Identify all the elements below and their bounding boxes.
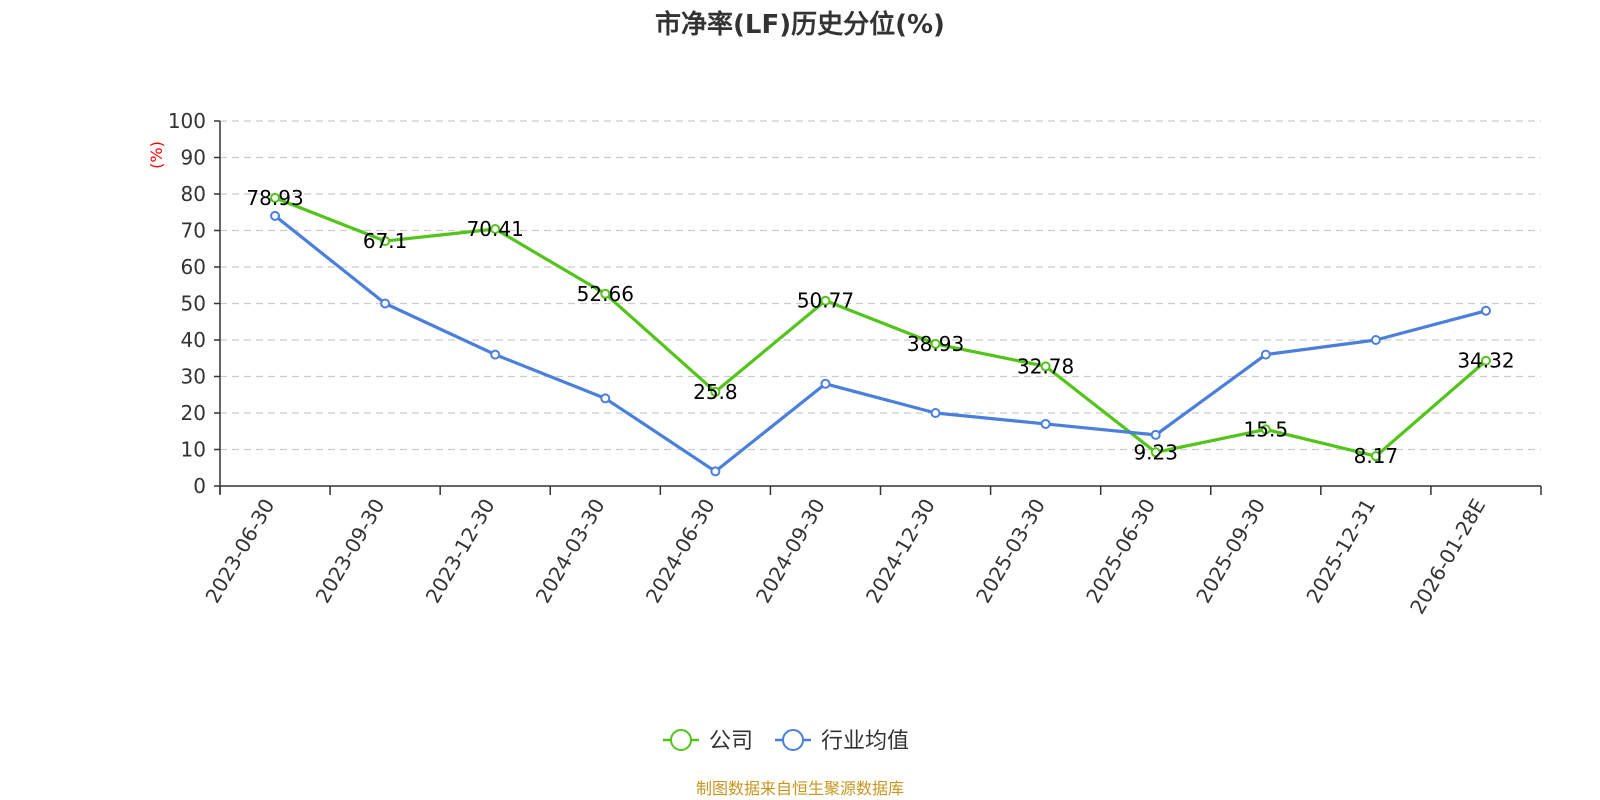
axes: 0 10 20 30 40 50 60 70 80 90 100 2023-06-30 2023-09-… [168, 109, 1542, 619]
data-point [1150, 429, 1161, 440]
y-tick-label: 40 [181, 328, 206, 352]
x-tick-label: 2026-01-28E [1405, 495, 1490, 619]
data-point [1150, 447, 1161, 458]
y-tick-label: 100 [168, 109, 206, 133]
x-tick-label: 2024-03-30 [531, 495, 610, 608]
data-point [1370, 335, 1381, 345]
x-tick-label: 2024-09-30 [751, 495, 830, 608]
y-tick-label: 60 [181, 255, 206, 279]
data-point [930, 408, 941, 418]
x-tick-label: 2024-12-30 [861, 495, 940, 608]
y-tick-label: 0 [193, 474, 206, 498]
grid-lines [220, 120, 1541, 451]
legend-label-0: 公司 [709, 729, 753, 754]
chart-title: 市净率(LF)历史分位(%) [655, 9, 945, 40]
y-axis-unit-label: (%) [147, 141, 166, 169]
data-label: 15.5 [1244, 417, 1289, 441]
data-point [710, 386, 721, 397]
legend-label-1: 行业均值 [821, 729, 909, 754]
x-tick-label: 2023-06-30 [200, 495, 279, 608]
data-label: 34.32 [1457, 349, 1514, 373]
data-point [820, 378, 831, 389]
data-point [380, 298, 391, 309]
legend-marker-1 [782, 729, 805, 751]
x-tick-label: 2025-12-31 [1301, 495, 1380, 608]
legend-marker-0 [670, 729, 692, 751]
data-point [270, 192, 281, 203]
data-label: 38.93 [907, 332, 964, 356]
data-point [270, 210, 281, 221]
series-line-1 [274, 214, 1487, 473]
data-point [490, 349, 501, 360]
x-tick-label: 2025-03-30 [971, 495, 1050, 608]
data-point [820, 295, 831, 306]
series-lines [270, 192, 1491, 477]
data-label: 70.41 [467, 217, 524, 241]
data-point [1040, 361, 1051, 372]
data-point [1480, 355, 1491, 366]
data-point [710, 466, 721, 477]
data-point [930, 338, 941, 349]
data-point [1480, 305, 1491, 316]
y-tick-label: 90 [181, 146, 206, 170]
x-tick-label: 2024-06-30 [641, 495, 720, 608]
x-tick-label: 2025-06-30 [1081, 495, 1160, 608]
x-tick-label: 2023-12-30 [421, 495, 500, 608]
x-tick-label: 2023-09-30 [311, 495, 390, 608]
y-tick-label: 20 [181, 401, 206, 425]
data-label: 52.66 [577, 282, 634, 306]
y-tick-label: 80 [181, 182, 206, 206]
data-point [600, 288, 611, 299]
data-label: 50.77 [797, 289, 854, 313]
data-point [1040, 418, 1051, 429]
x-tick-label: 2025-09-30 [1191, 495, 1270, 608]
y-tick-label: 70 [181, 219, 206, 243]
data-label: 67.1 [363, 229, 408, 253]
y-tick-label: 50 [181, 292, 206, 316]
data-point [1260, 424, 1271, 435]
data-point [600, 393, 611, 404]
data-point [1260, 349, 1271, 360]
data-labels: 78.93 67.1 70.41 52.66 25.8 50.77 38.93 32.78 9.… [246, 186, 1514, 468]
data-point [1370, 451, 1381, 462]
data-point [380, 236, 391, 247]
y-tick-label: 10 [181, 438, 206, 462]
y-tick-label: 30 [181, 365, 206, 389]
data-label: 78.93 [246, 186, 303, 210]
data-label: 8.17 [1354, 444, 1399, 468]
source-note: 制图数据来自恒生聚源数据库 [696, 779, 904, 798]
data-label: 25.8 [693, 380, 738, 404]
legend[interactable]: 公司 行业均值 [663, 729, 909, 754]
data-point [490, 224, 501, 235]
data-label: 32.78 [1017, 354, 1074, 378]
data-label: 9.23 [1133, 440, 1178, 464]
series-line-0 [274, 196, 1488, 458]
